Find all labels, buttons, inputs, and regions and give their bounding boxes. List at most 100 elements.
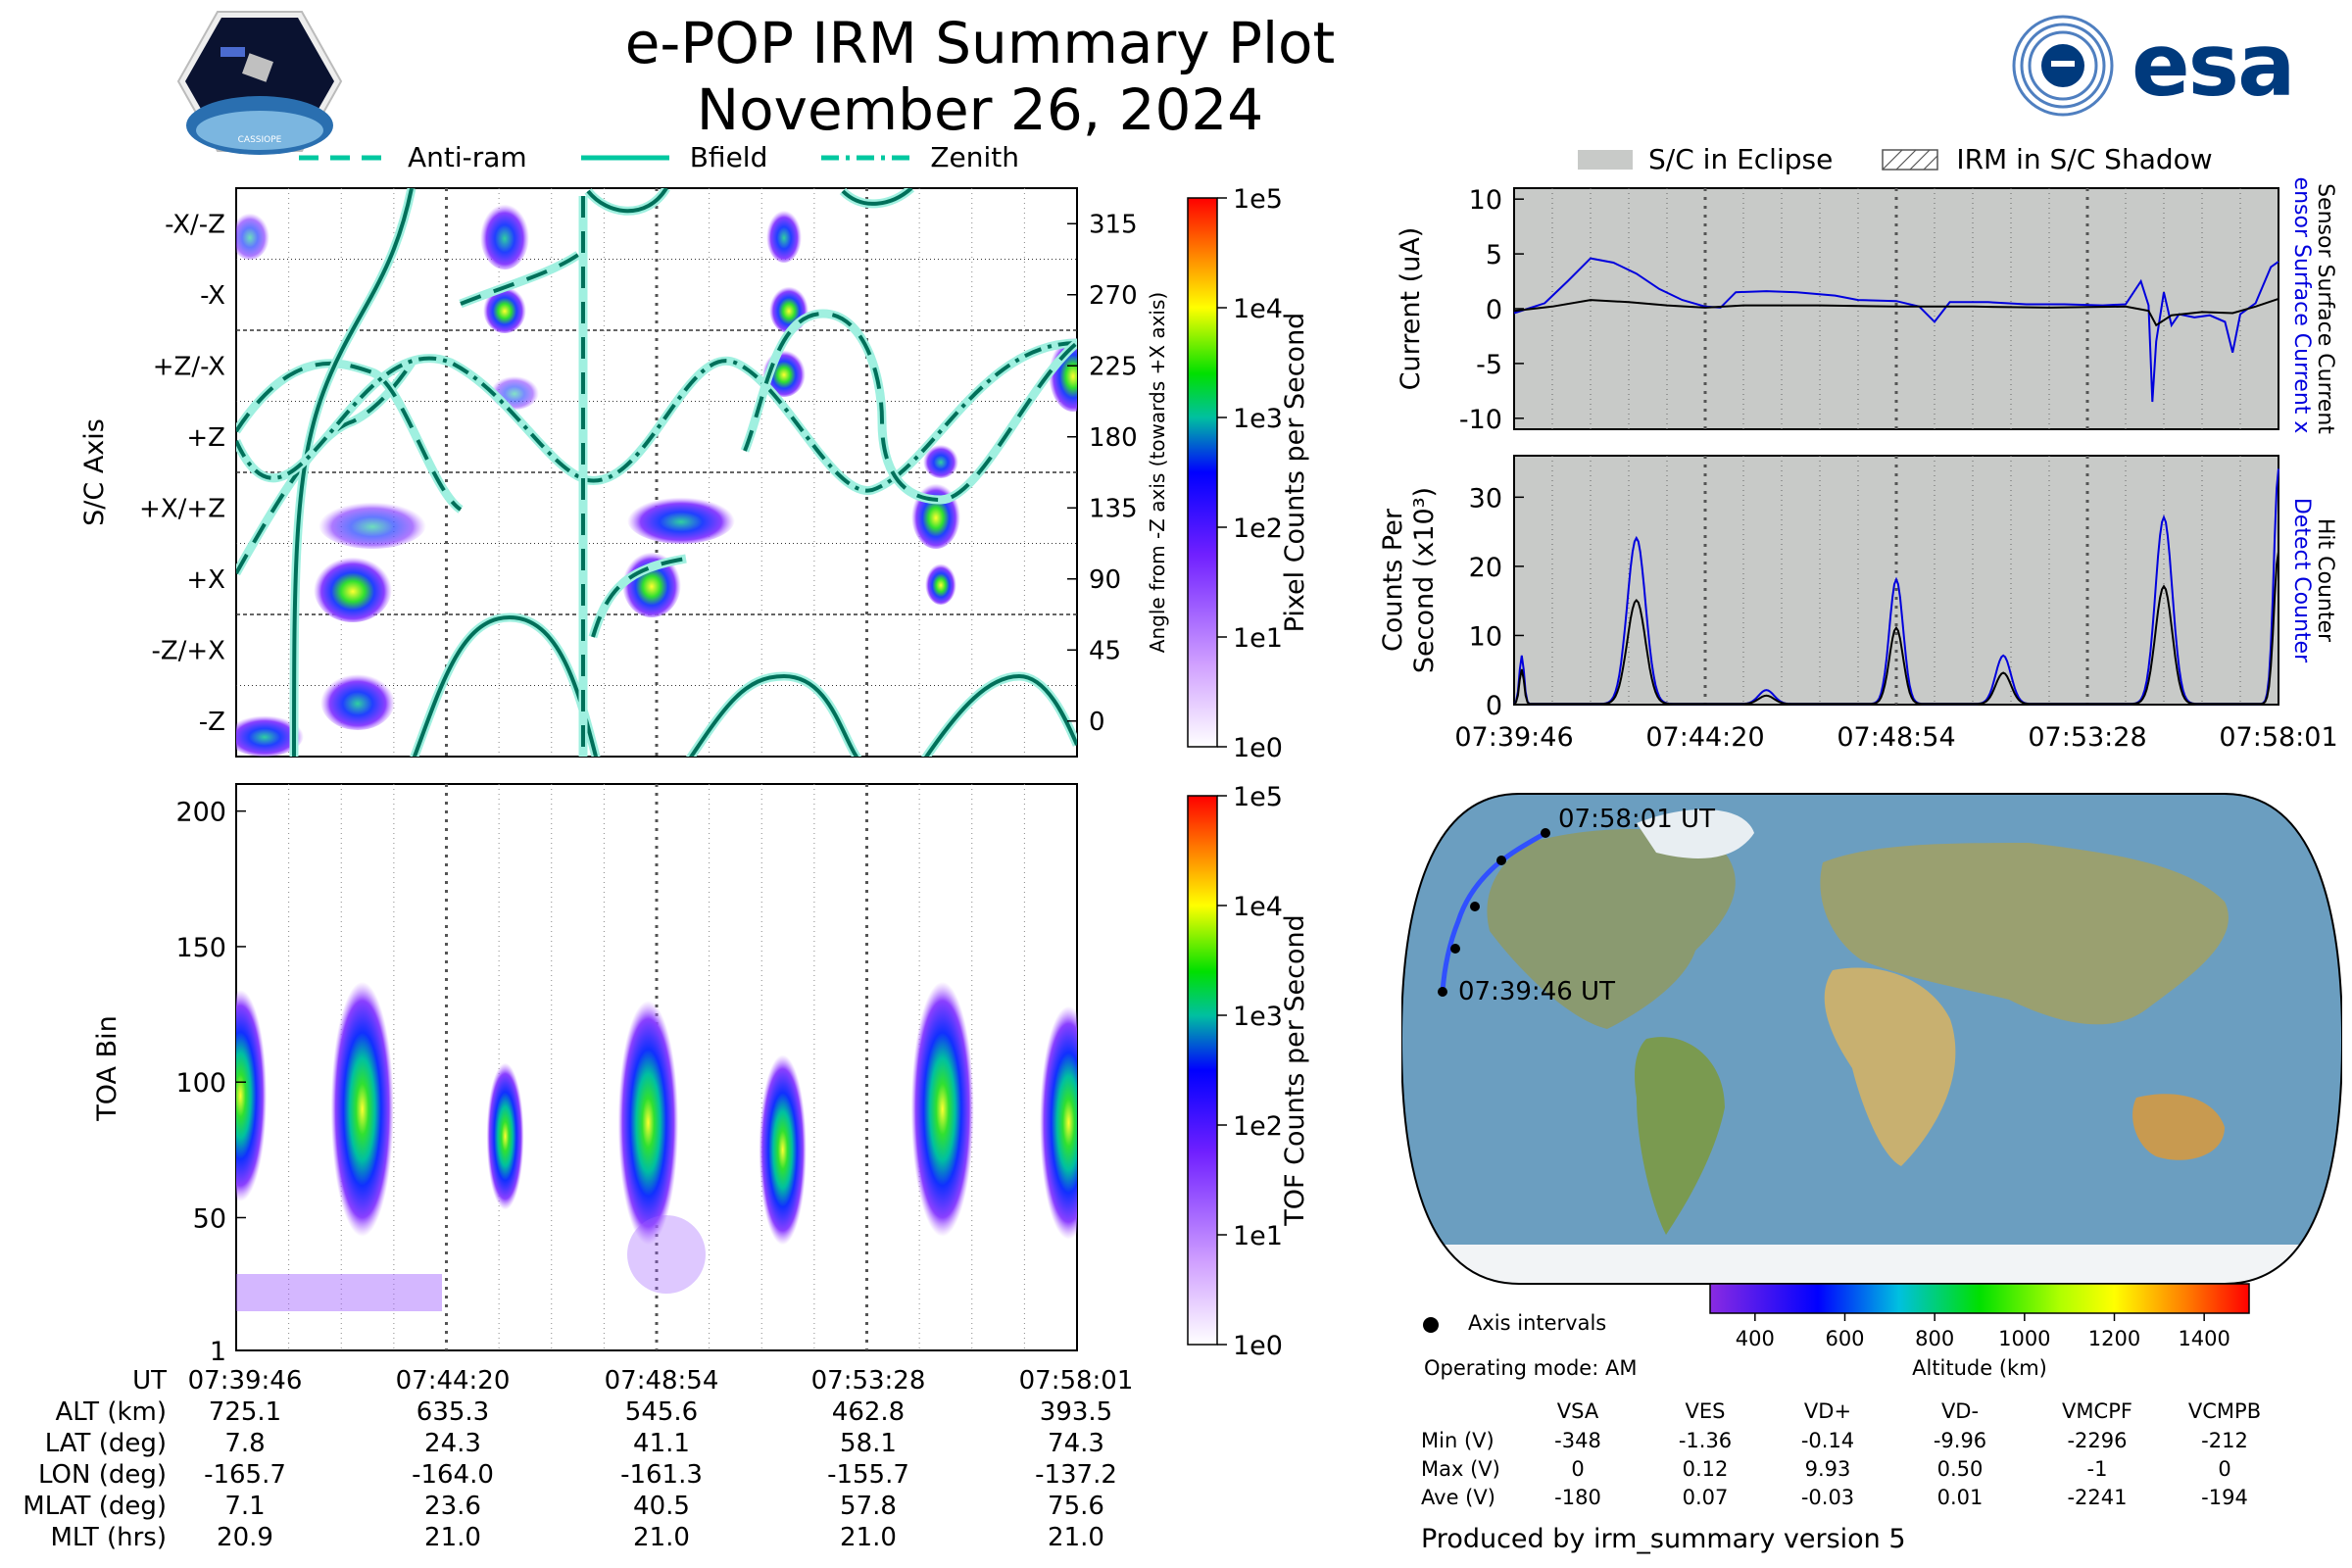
ephemeris-cell: 545.6 [624, 1397, 699, 1427]
australia [2132, 1094, 2225, 1160]
current-ytick-label: 0 [1486, 295, 1502, 325]
shadow-legend-label: IRM in S/C Shadow [1956, 143, 2213, 175]
toa-ytick-label: 1 [210, 1337, 226, 1362]
colorbar-tick-label: 1e2 [1233, 1111, 1283, 1142]
sc-axis-tick-label: +X [186, 565, 225, 595]
counts-ytick-label: 30 [1469, 483, 1502, 514]
zenith-legend-label: Zenith [930, 141, 1020, 173]
voltage-cell: -9.96 [1933, 1429, 1987, 1452]
ephemeris-cell: 21.0 [424, 1523, 481, 1552]
ephemeris-row-label: ALT (km) [55, 1397, 167, 1427]
colorbar-tick-label: 1e0 [1233, 733, 1283, 763]
altitude-colorbar: 400 600 800 1000 1200 1400 Altitude (km) [1709, 1283, 2250, 1380]
antiram-legend-line [299, 155, 387, 160]
colorbar-tick-label: 1e3 [1233, 1002, 1283, 1032]
eclipse-legend: S/C in Eclipse IRM in S/C Shadow [1578, 143, 2213, 175]
voltage-header: VSA [1556, 1399, 1599, 1423]
colorbar-tick-label: 1e2 [1233, 514, 1283, 544]
ephemeris-cell: 7.8 [224, 1429, 266, 1458]
orientation-curves [236, 188, 1077, 757]
axis-interval-legend-dot [1423, 1317, 1439, 1333]
current-series-line [1513, 257, 2279, 403]
ephemeris-cell: 21.0 [1048, 1523, 1104, 1552]
current-right-label-black: Sensor Surface Current [2313, 183, 2337, 434]
toa-blob [236, 990, 268, 1202]
zenith-legend-line [821, 155, 910, 160]
voltage-header: VMCPF [2062, 1399, 2132, 1423]
ephemeris-cell: -164.0 [412, 1460, 494, 1490]
current-ylabel: Current (uA) [1396, 227, 1426, 391]
voltage-row: Ave (V) -180 0.07 -0.03 0.01 -2241 -194 [1421, 1486, 2283, 1514]
footer-text: Produced by irm_summary version 5 [1421, 1524, 1906, 1554]
altitude-label: Altitude (km) [1912, 1356, 2047, 1380]
tof-colorbar-ticks: 1e5 1e4 1e3 1e2 1e1 1e0 [1217, 782, 1283, 1361]
toa-scatter [627, 1215, 706, 1294]
ephemeris-cell: 725.1 [208, 1397, 282, 1427]
esa-logo-icon [2012, 15, 2114, 117]
ephemeris-row-label: MLAT (deg) [23, 1492, 167, 1521]
voltage-header-row: VSA VES VD+ VD- VMCPF VCMPB [1421, 1399, 2283, 1429]
ephemeris-cell: -161.3 [620, 1460, 703, 1490]
altitude-tick-label: 1000 [1998, 1327, 2050, 1350]
ephemeris-cell: 07:48:54 [604, 1366, 719, 1396]
bfield-legend-label: Bfield [689, 141, 768, 173]
counts-ylabel-line1: Counts Per [1378, 508, 1408, 652]
sc-axis-tick-label: +X/+Z [139, 494, 225, 523]
angle-ticks: 315 270 225 180 135 90 45 0 [1067, 210, 1138, 737]
north-america [1487, 829, 1736, 1029]
esa-logo-text: esa [2132, 15, 2295, 116]
voltage-cell: 0.01 [1936, 1486, 1984, 1509]
toa-blob [330, 981, 394, 1237]
angle-tick-label: 225 [1089, 352, 1138, 381]
current-right-label-blue: Sensor Surface Current x 5 [2289, 176, 2314, 441]
voltage-cell: -2241 [2067, 1486, 2128, 1509]
toa-ylabel: TOA Bin [92, 1015, 122, 1121]
ephemeris-row-label: LON (deg) [37, 1460, 167, 1490]
axis-interval-legend-label: Axis intervals [1468, 1311, 1607, 1335]
altitude-ticks: 400 600 800 1000 1200 1400 [1736, 1313, 2230, 1350]
world-map: 07:39:46 UT 07:58:01 UT [1401, 793, 2342, 1285]
current-panel: 10 5 0 -5 -10 Current (uA) Sensor Surface Cu… [1396, 176, 2337, 441]
toa-low-band [236, 1274, 442, 1311]
plot-title: e-POP IRM Summary Plot [624, 10, 1336, 76]
ephemeris-cell: 07:39:46 [187, 1366, 303, 1396]
angle-tick-label: 45 [1089, 636, 1121, 665]
ephemeris-column: 07:58:01 393.5 74.3 -137.2 75.6 21.0 [988, 1365, 1164, 1553]
ephemeris-cell: 57.8 [840, 1492, 897, 1521]
toa-blob [617, 1001, 679, 1246]
colorbar-tick-label: 1e5 [1233, 184, 1283, 215]
ephemeris-cell: 40.5 [633, 1492, 690, 1521]
ephemeris-cell: 462.8 [831, 1397, 906, 1427]
voltage-cell: -348 [1554, 1429, 1601, 1452]
cassiope-logo-text: CASSIOPE [238, 135, 282, 145]
voltage-cell: -212 [2201, 1429, 2248, 1452]
toa-heat [236, 981, 1077, 1246]
altitude-tick-label: 1200 [2088, 1327, 2140, 1350]
ephemeris-row-labels: UT ALT (km) LAT (deg) LON (deg) MLAT (deg) ML… [0, 1365, 167, 1553]
ephemeris-cell: 07:44:20 [395, 1366, 511, 1396]
colorbar-tick-label: 1e1 [1233, 623, 1283, 654]
current-series-line [1513, 297, 2279, 327]
voltage-cell: -180 [1554, 1486, 1601, 1509]
sc-axis-ylabel: S/C Axis [79, 418, 110, 526]
ephemeris-cell: 74.3 [1048, 1429, 1104, 1458]
angle-tick-label: 135 [1089, 494, 1138, 523]
counts-ytick-label: 0 [1486, 691, 1502, 721]
track-start-label: 07:39:46 UT [1458, 977, 1615, 1006]
sc-axis-tick-label: -X [200, 281, 225, 311]
ephemeris-cell: 07:58:01 [1018, 1366, 1134, 1396]
sc-axis-tick-label: -X/-Z [165, 210, 225, 239]
ephemeris-cell: 58.1 [840, 1429, 897, 1458]
colorbar-tick-label: 1e0 [1233, 1331, 1283, 1361]
ephemeris-cell: 393.5 [1039, 1397, 1113, 1427]
current-ytick-label: -10 [1459, 405, 1502, 435]
ephemeris-cell: -165.7 [204, 1460, 286, 1490]
voltage-cell: 0.07 [1682, 1486, 1729, 1509]
ephemeris-row-label: UT [132, 1366, 167, 1396]
ephemeris-columns: 07:39:46 725.1 7.8 -165.7 7.1 20.9 07:44:20 635… [0, 1365, 1137, 1561]
angle-axis-label: Angle from -Z axis (towards +X axis) [1146, 292, 1169, 653]
eclipse-legend-swatch [1578, 149, 1633, 170]
voltage-table: VSA VES VD+ VD- VMCPF VCMPB Min (V) -348 -1.36 -0… [1421, 1399, 2283, 1517]
colorbar-tick-label: 1e5 [1233, 782, 1283, 812]
